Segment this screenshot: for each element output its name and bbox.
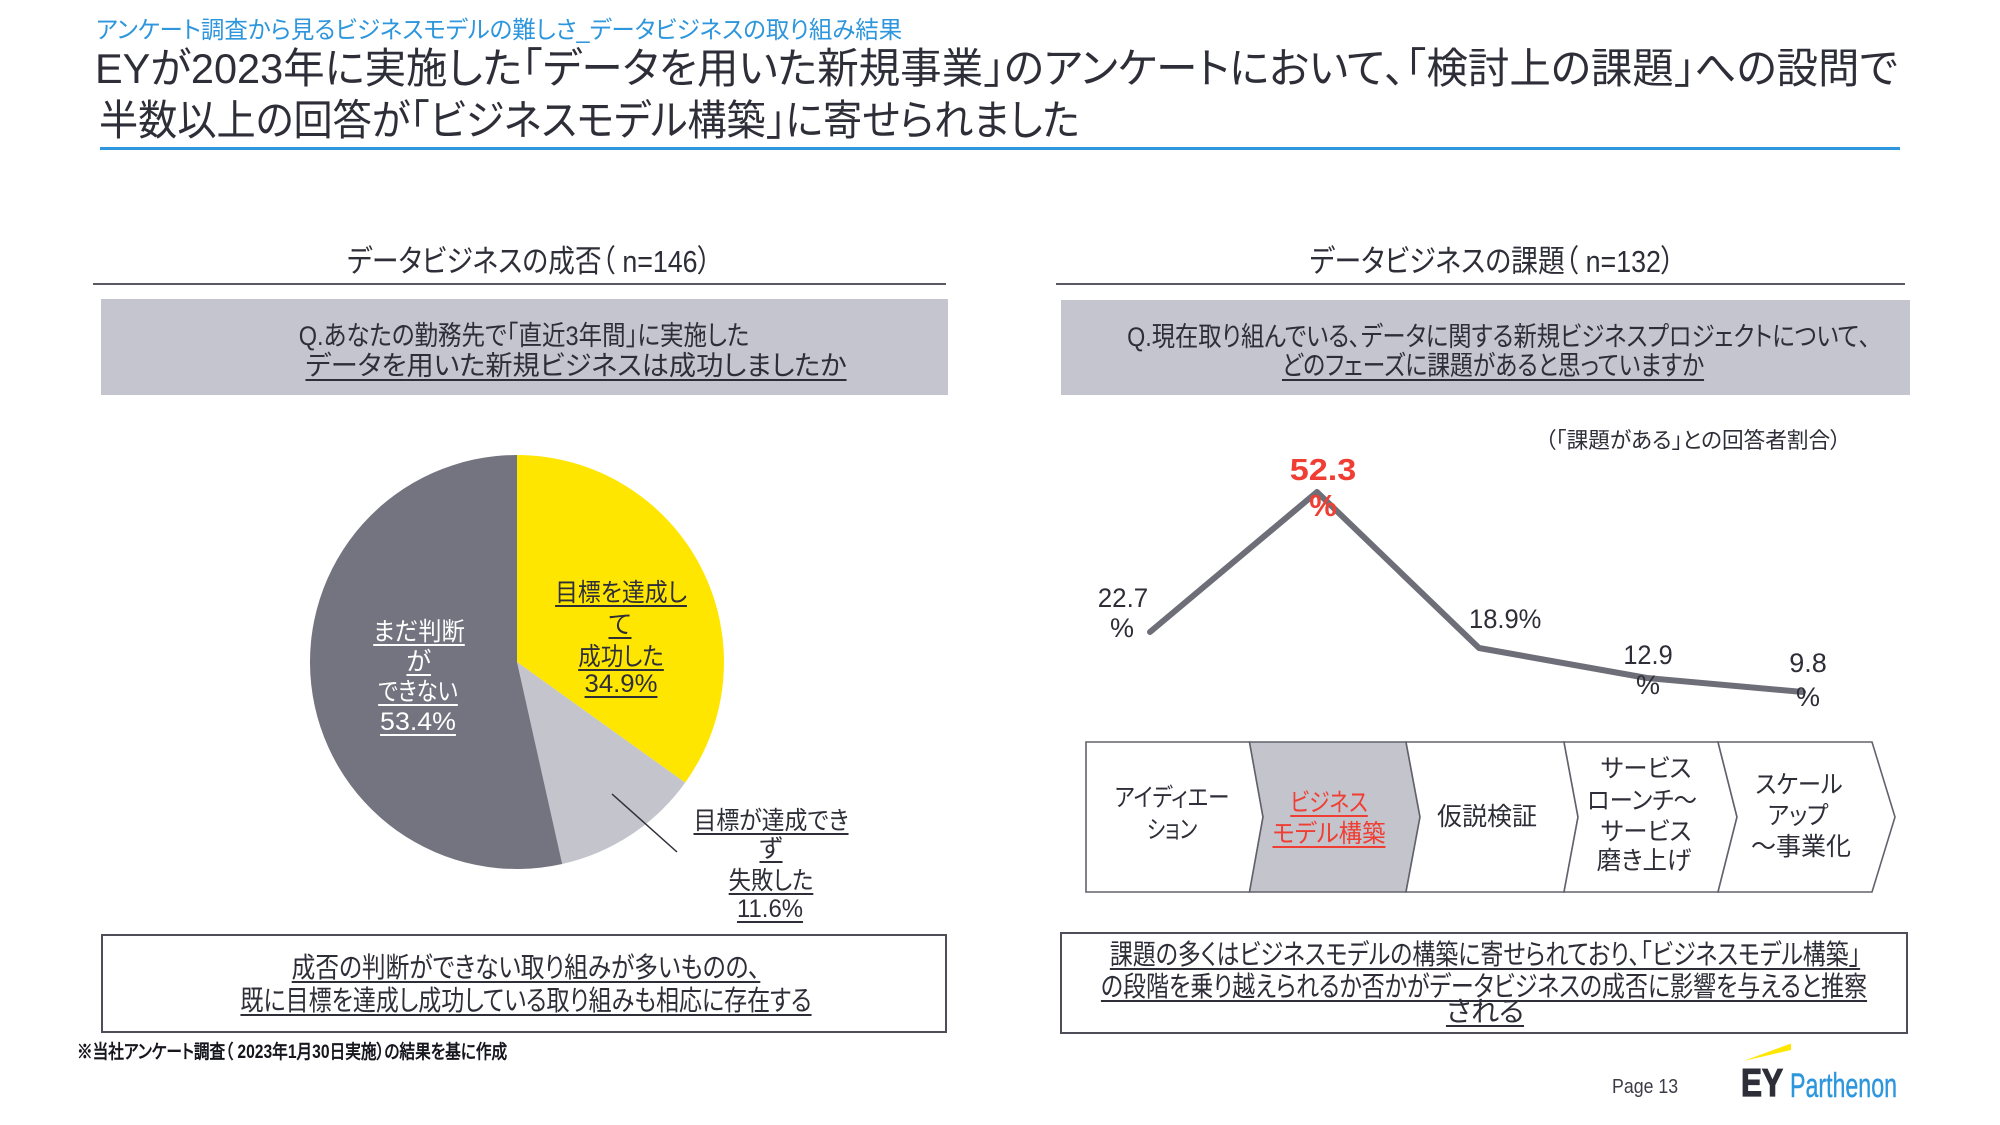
svg-text:EY: EY (1741, 1062, 1783, 1105)
svg-text:Parthenon: Parthenon (1790, 1067, 1897, 1105)
